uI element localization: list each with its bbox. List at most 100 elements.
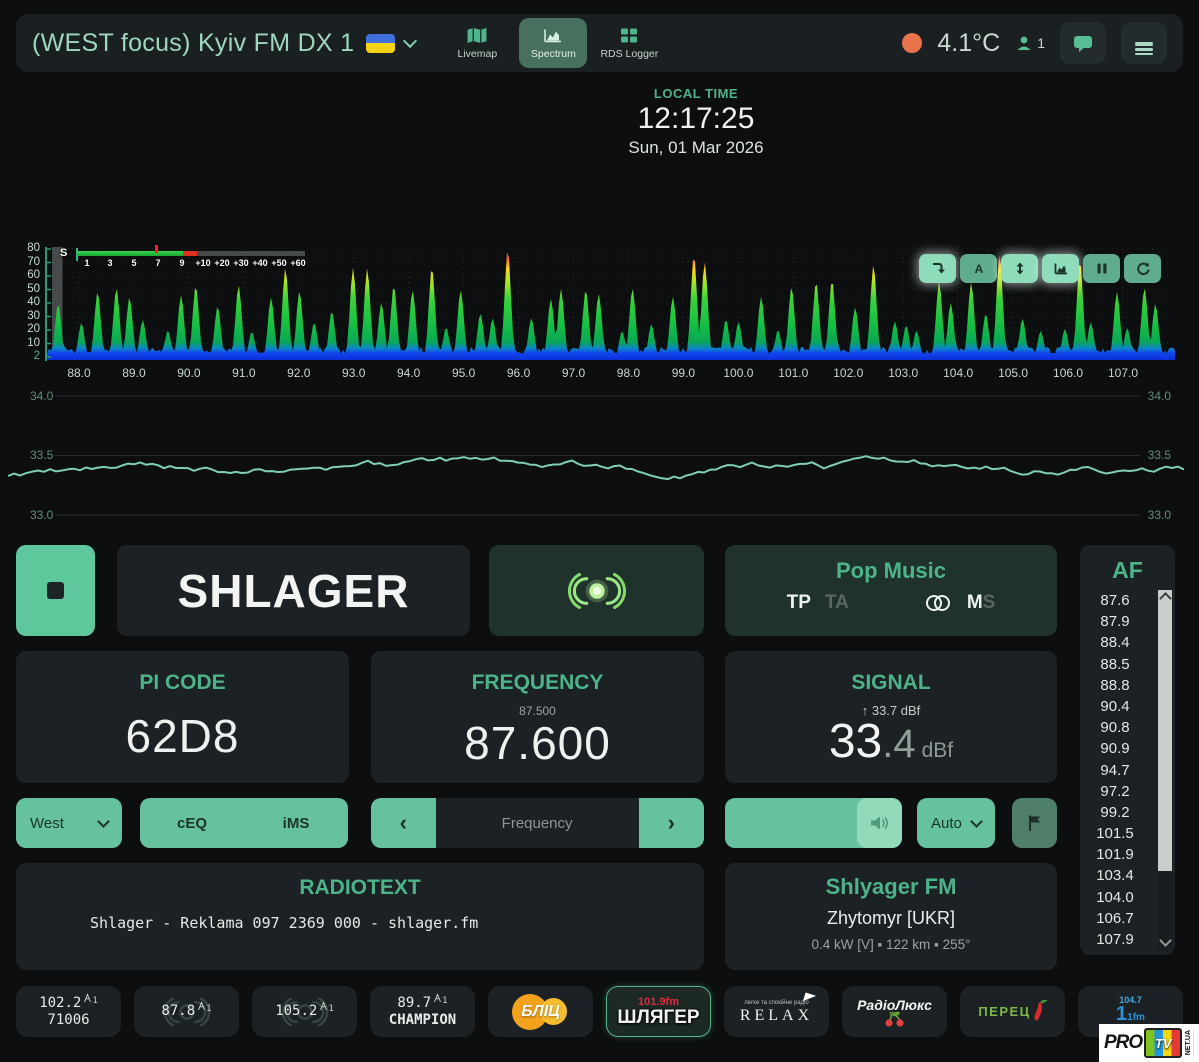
af-frequency[interactable]: 88.8 [1100,676,1130,694]
tune-up-step-button[interactable]: › [638,798,704,848]
smeter-red-bar [183,251,197,256]
af-frequency[interactable]: 101.5 [1096,825,1134,843]
arrow-turn-down-icon [932,263,945,274]
smeter-peak-marker [155,245,158,253]
af-frequency[interactable]: 90.8 [1100,719,1130,737]
af-frequency[interactable]: 104.0 [1096,888,1134,906]
tuner-title[interactable]: (WEST focus) Kyiv FM DX 1 [32,28,355,57]
af-frequency[interactable]: 99.2 [1100,803,1130,821]
shlyager-frequency: 101.9fm [638,995,679,1008]
smeter-tick: 7 [155,258,161,268]
chat-button[interactable] [1060,22,1106,64]
af-frequency[interactable]: 88.5 [1100,655,1130,673]
db-label: 80 [27,242,40,254]
resize-vertical-button[interactable] [1001,254,1038,283]
antenna-icon [84,992,92,1002]
freq-label: 95.0 [451,366,476,380]
freq-label: 102.0 [833,366,864,380]
chevron-down-icon[interactable] [403,33,418,49]
signal-card: SIGNAL ↑ 33.7 dBf 33.4 dBf [725,651,1057,783]
smeter-tick: 9 [179,258,185,268]
scroll-down-icon[interactable] [1159,934,1172,947]
af-frequency[interactable]: 87.6 [1100,592,1130,609]
transmitter-name: Shlyager FM [825,874,957,899]
audio-stop-button[interactable] [16,545,95,636]
transmitter-details: 0.4 kW [V] ▪ 122 km ▪ 255° [811,937,971,952]
af-frequency[interactable]: 90.4 [1100,697,1130,715]
radiotext-line: Shlager - Reklama 097 2369 000 - shlager… [90,914,479,932]
preset-button[interactable]: 87.8 1 [134,986,239,1037]
nav-rds-logger[interactable]: RDS Logger [595,18,663,68]
af-frequency[interactable]: 101.9 [1096,846,1134,864]
graph-mode-button[interactable] [1042,254,1079,283]
station-presets: 102.2 1 71006 87.8 1 105.2 1 89.7 [16,986,1183,1037]
pause-button[interactable] [1083,254,1120,283]
user-icon [1017,36,1031,50]
menu-button[interactable] [1121,22,1167,64]
nav-livemap[interactable]: Livemap [443,18,511,68]
preset-button[interactable]: 102.2 1 71006 [16,986,121,1037]
ceq-button[interactable]: cEQ [176,814,207,832]
radiotext-card: RADIOTEXT Shlager - Reklama 097 2369 000… [16,863,704,970]
af-frequency[interactable]: 106.7 [1096,909,1134,927]
db-label: 50 [27,282,40,295]
preset-button-shlyager-active[interactable]: 101.9fm ШЛЯГЕР [606,986,711,1037]
area-chart-icon [1054,263,1067,275]
ims-button[interactable]: iMS [282,814,310,832]
tune-down-button[interactable] [919,254,956,283]
af-list: 87.6 87.9 88.4 88.5 88.8 90.4 90.8 90.9 94.7 97.2… [1080,590,1150,950]
af-frequency[interactable]: 88.4 [1100,634,1130,652]
nav-spectrum[interactable]: Spectrum [519,18,588,68]
smeter-tick: +50 [271,258,287,268]
af-panel: AF 87.6 87.9 88.4 88.5 88.8 90.4 90.8 90.9 94.7 9… [1080,545,1175,955]
preset-button-perets[interactable]: ПЕРЕЦ [960,986,1065,1037]
preset-button[interactable]: 89.7 1 CHAMPION [370,986,475,1037]
tv-icon: TV [1144,1028,1183,1058]
af-frequency[interactable]: 94.7 [1100,761,1130,779]
antenna-icon [434,992,442,1002]
auto-scale-button[interactable]: A [960,254,997,283]
db-label: 60 [27,269,40,281]
freq-label: 98.0 [616,366,641,380]
refresh-button[interactable] [1124,254,1161,283]
af-frequency[interactable]: 87.9 [1100,613,1130,631]
signal-peak: ↑ 33.7 dBf [861,703,921,718]
preset-button-blitz[interactable]: БЛІЦ [488,986,593,1037]
preset-button-relax[interactable]: легке та спокійне радіо RELAX [724,986,829,1037]
antenna-select[interactable]: West [16,798,122,848]
temperature-dot-icon [902,33,923,53]
mode-select[interactable]: Auto [917,798,995,848]
af-scrollbar[interactable] [1158,590,1172,950]
refresh-icon [1136,262,1150,276]
hamburger-icon [1135,41,1153,56]
report-flag-button[interactable] [1012,798,1057,848]
preset-button-radio-lux[interactable]: РадіоЛюкс [842,986,947,1037]
af-frequency[interactable]: 97.2 [1100,782,1130,800]
volume-handle[interactable] [857,798,902,848]
db-label: 40 [27,296,40,308]
af-frequency[interactable]: 103.4 [1096,867,1134,885]
previous-frequency: 87.500 [519,704,556,718]
antenna-icon [198,1001,206,1011]
spectrum-toolbar: A [919,254,1161,283]
protv-watermark: PRO TV NET.UA [1099,1024,1199,1062]
radio-lux-logo: РадіоЛюкс [857,996,932,1013]
af-frequency[interactable]: 107.9 [1096,931,1134,948]
tune-down-step-button[interactable]: ‹ [371,798,436,848]
transmitter-info-card: Shlyager FM Zhytomyr [UKR] 0.4 kW [V] ▪ … [725,863,1057,970]
smeter-tick: +60 [290,258,306,268]
smeter-tick: 3 [107,258,113,268]
af-frequency[interactable]: 90.9 [1100,740,1130,758]
freq-label: 97.0 [561,366,586,380]
volume-slider[interactable] [725,798,902,848]
smeter-tick: 5 [131,258,137,268]
freq-label: 104.0 [943,366,974,380]
eq-ims-toggle: cEQ iMS [140,798,348,848]
scrollbar-thumb[interactable] [1158,590,1172,871]
preset-button[interactable]: 105.2 1 [252,986,357,1037]
spectrum-analyzer: 80 70 60 50 40 30 20 10 2 88.0 89.0 90.0 91.0 92.0 93… [0,242,1199,385]
signal-axis-label: 33.0 [30,508,54,522]
frequency-input[interactable] [435,798,639,848]
pty-card: Pop Music TP TA MS [725,545,1057,636]
